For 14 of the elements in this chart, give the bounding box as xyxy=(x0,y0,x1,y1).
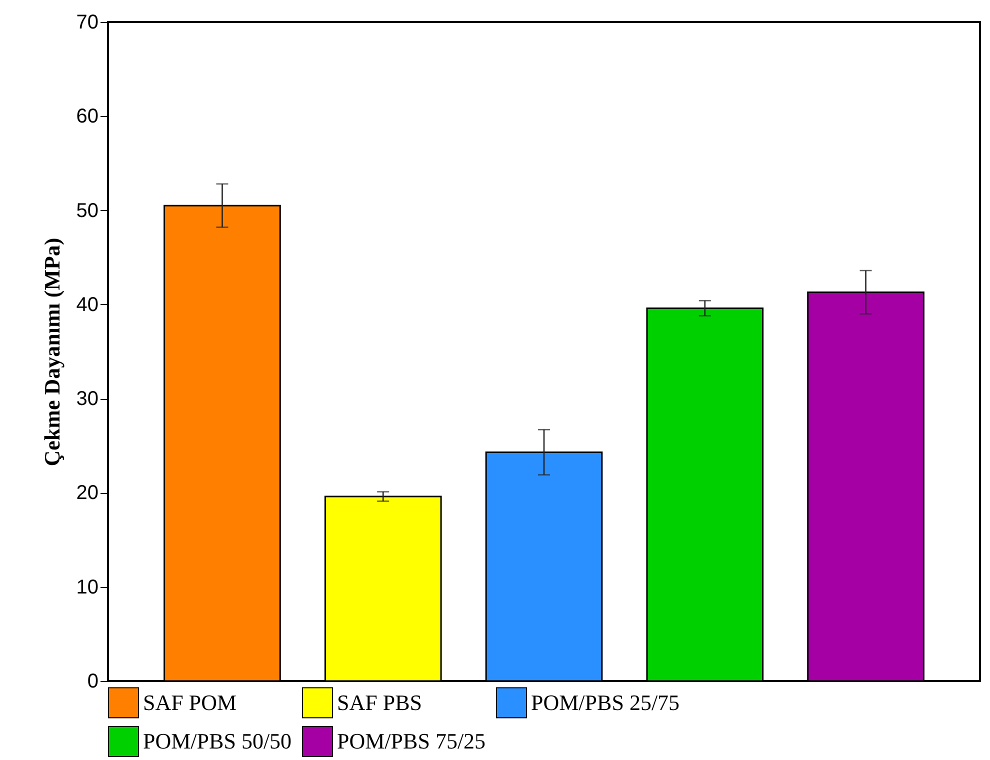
y-tick-label: 10 xyxy=(76,576,98,598)
y-tick-label: 30 xyxy=(76,388,98,410)
y-tick-label: 40 xyxy=(76,294,98,316)
y-tick-label: 70 xyxy=(76,12,98,34)
y-tick-label: 0 xyxy=(87,670,98,692)
y-axis-title: Çekme Dayanımı (MPa) xyxy=(39,238,64,466)
legend-label: SAF POM xyxy=(143,690,237,715)
legend-label: SAF PBS xyxy=(337,690,422,715)
y-tick-label: 50 xyxy=(76,200,98,222)
legend-label: POM/PBS 50/50 xyxy=(143,728,292,754)
legend-label: POM/PBS 25/75 xyxy=(531,690,680,715)
legend-label: POM/PBS 75/25 xyxy=(337,728,486,754)
y-tick-label: 20 xyxy=(76,482,98,504)
y-tick-label: 60 xyxy=(76,106,98,128)
